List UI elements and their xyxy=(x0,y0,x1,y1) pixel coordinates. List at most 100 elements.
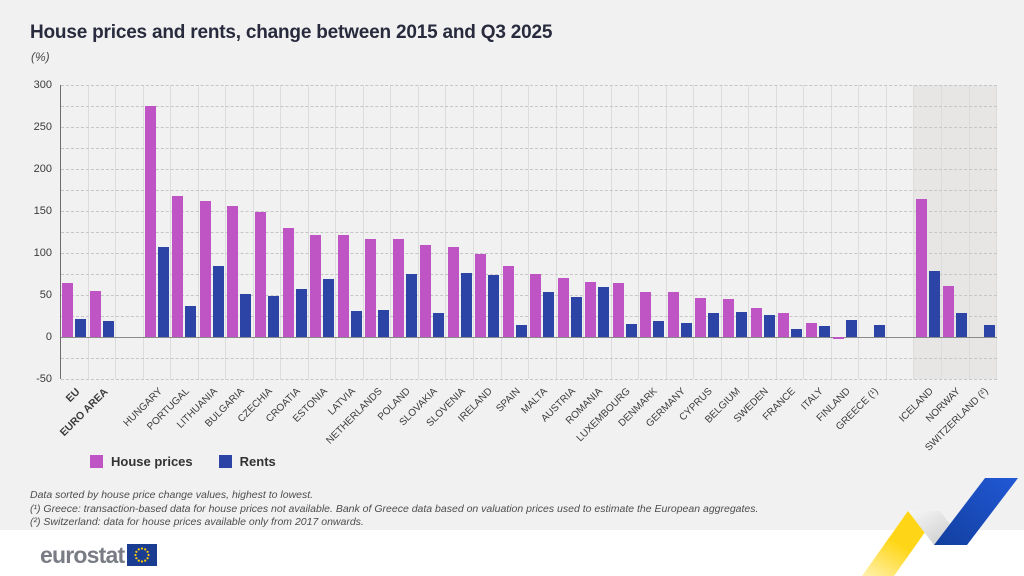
bar-house-prices xyxy=(172,195,184,337)
gridline xyxy=(61,379,997,380)
bar-house-prices xyxy=(392,238,404,337)
category-column: FRANCE xyxy=(761,85,805,423)
unit-label: (%) xyxy=(31,50,50,64)
category-column: GERMANY xyxy=(644,85,695,430)
category-column: DENMARK xyxy=(617,85,667,429)
bar-house-prices xyxy=(833,337,845,339)
bar-house-prices xyxy=(475,253,487,337)
bar-rents xyxy=(185,305,197,337)
bar-rents xyxy=(157,247,169,337)
bar-house-prices xyxy=(943,285,955,337)
category-column: IRELAND xyxy=(457,85,502,424)
category-column: GREECE (¹) xyxy=(834,85,887,433)
category-column: AUSTRIA xyxy=(539,85,585,424)
category-column: SWITZERLAND (²) xyxy=(923,85,998,453)
category-column: FINLAND xyxy=(815,85,860,424)
y-tick-label: 150 xyxy=(33,204,52,217)
bar-house-prices xyxy=(144,106,156,337)
bar-house-prices xyxy=(254,211,266,337)
category-column: ESTONIA xyxy=(291,85,337,425)
footnote-greece: (¹) Greece: transaction-based data for h… xyxy=(30,502,759,515)
eurostat-logo: eurostat xyxy=(40,541,158,568)
category-column: CYPRUS xyxy=(678,85,722,423)
group-spacer xyxy=(116,85,144,379)
footnote-switzerland: (²) Switzerland: data for house prices a… xyxy=(30,516,364,528)
bar-house-prices xyxy=(420,245,432,337)
bar-rents xyxy=(625,323,637,337)
bar-rents xyxy=(791,328,803,337)
bar-rents xyxy=(295,289,307,337)
bar-rents xyxy=(267,295,279,337)
category-column: LUXEMBOURG xyxy=(575,85,640,444)
bar-house-prices xyxy=(723,299,735,337)
bar-rents xyxy=(818,326,830,337)
category-column: BULGARIA xyxy=(204,85,254,430)
bar-rents xyxy=(240,294,252,337)
bar-house-prices xyxy=(282,227,294,337)
bar-rents xyxy=(928,271,940,337)
footnote-sorting: Data sorted by house price change values… xyxy=(30,489,314,501)
category-column: NETHERLANDS xyxy=(324,85,392,446)
category-column: SWEDEN xyxy=(732,85,777,425)
bar-rents xyxy=(212,265,224,337)
bar-rents xyxy=(956,313,968,337)
legend-item-house-prices: House prices xyxy=(90,454,193,469)
category-column: EU xyxy=(61,85,89,405)
category-column: NORWAY xyxy=(924,85,970,425)
category-column: ICELAND xyxy=(897,85,942,424)
category-column: CZECHIA xyxy=(236,85,282,425)
bar-house-prices xyxy=(337,235,349,337)
bar-rents xyxy=(433,313,445,337)
bar-rents xyxy=(405,274,417,337)
category-column: CROATIA xyxy=(264,85,309,425)
eurostat-logo-text: eurostat xyxy=(40,541,125,568)
footer-bar: eurostat xyxy=(0,478,1024,576)
bar-rents xyxy=(983,325,995,337)
y-tick-label: 100 xyxy=(33,246,52,259)
category-column: MALTA xyxy=(520,85,557,416)
bar-house-prices xyxy=(612,283,624,337)
bar-house-prices xyxy=(365,238,377,337)
page-title: House prices and rents, change between 2… xyxy=(30,22,553,43)
bar-rents xyxy=(378,310,390,337)
eu-flag-icon xyxy=(127,544,158,566)
category-column: LITHUANIA xyxy=(175,85,227,431)
bar-house-prices xyxy=(199,200,211,337)
bar-rents xyxy=(488,274,500,337)
bar-rents xyxy=(736,311,748,337)
plot-area: EU EURO AREA HUNGARY PORTUGAL LITHUANIA BULGA… xyxy=(58,85,998,453)
bar-house-prices xyxy=(227,205,239,337)
category-column: SPAIN xyxy=(494,85,530,414)
bar-rents xyxy=(653,321,665,337)
house-prices-swatch-icon xyxy=(90,455,103,468)
bar-house-prices xyxy=(447,247,459,337)
bar-house-prices xyxy=(530,274,542,337)
legend-label: Rents xyxy=(239,454,276,469)
bar-rents xyxy=(102,321,114,337)
chart-legend: House prices Rents xyxy=(90,454,276,469)
trend-arrow-graphic-icon xyxy=(862,478,1018,576)
bar-rents xyxy=(598,287,610,337)
category-column: BELGIUM xyxy=(703,85,750,426)
y-tick-label: 250 xyxy=(33,120,52,133)
y-tick-label: 200 xyxy=(33,162,52,175)
category-column: LATVIA xyxy=(326,85,364,418)
bar-rents xyxy=(460,273,472,337)
category-column: EURO AREA xyxy=(58,85,117,439)
bar-rents xyxy=(763,315,775,337)
bar-rents xyxy=(75,319,87,337)
y-tick-label: 0 xyxy=(45,330,52,343)
y-tick-label: 50 xyxy=(39,288,52,301)
category-column: HUNGARY xyxy=(122,85,172,429)
bar-house-prices xyxy=(585,282,597,337)
bar-house-prices xyxy=(640,291,652,337)
bar-house-prices xyxy=(502,266,514,337)
eu-flag-stars xyxy=(134,547,150,563)
category-column: SLOVENIA xyxy=(424,85,474,429)
category-column: SLOVAKIA xyxy=(398,85,447,428)
bar-chart: 300 250 200 150 100 50 0 -50 EU EURO AREA HUNGARY… xyxy=(33,79,998,453)
category-column: POLAND xyxy=(376,85,419,423)
bar-rents xyxy=(873,325,885,337)
bar-rents xyxy=(543,292,555,337)
